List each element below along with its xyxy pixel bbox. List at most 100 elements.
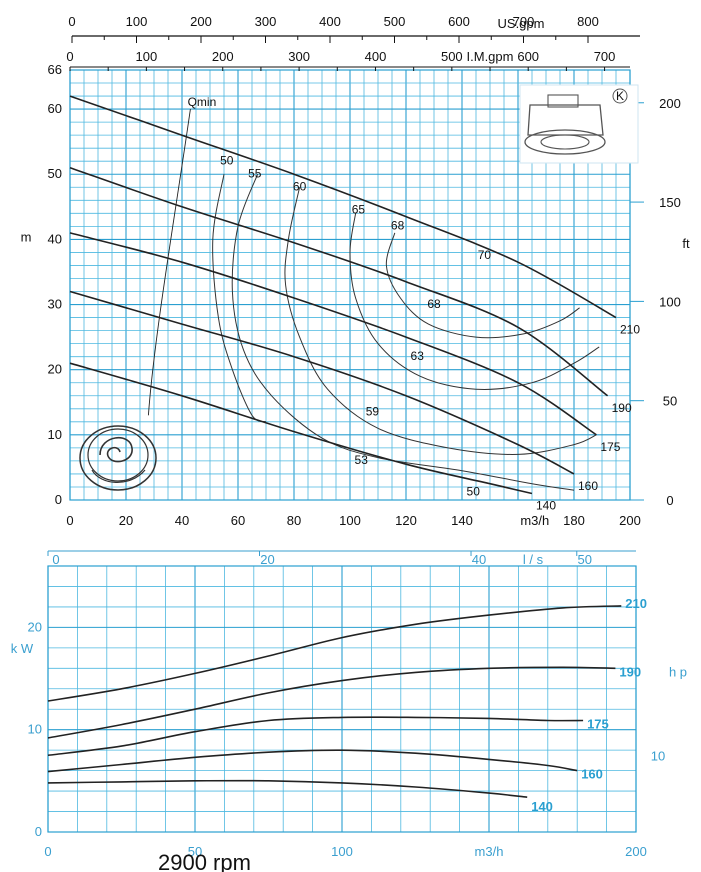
- y-tick-label: 50: [48, 166, 62, 181]
- y-tick-label: 10: [28, 722, 42, 737]
- qmin-leader-line: [147, 109, 191, 416]
- head-curve-140: [69, 362, 533, 495]
- rpm-caption: 2900 rpm: [158, 850, 251, 872]
- y-right-tick-label: 150: [659, 195, 681, 210]
- usgpm-tick-label: 400: [319, 14, 341, 29]
- y-right-tick-label: 100: [659, 294, 681, 309]
- head-curve-210: [69, 95, 617, 319]
- y-tick-label: 20: [28, 619, 42, 634]
- efficiency-label: 65: [352, 202, 366, 216]
- power-curve-190: [47, 666, 616, 739]
- x-tick-label: 100: [339, 513, 361, 528]
- impgpm-tick-label: 100: [136, 49, 158, 64]
- power-curve-140: [47, 779, 528, 798]
- usgpm-axis-label: US.gpm: [498, 16, 545, 31]
- efficiency-label: 50: [467, 484, 481, 498]
- x-tick-label: 40: [175, 513, 189, 528]
- efficiency-label: 53: [355, 453, 369, 467]
- impeller-label: 175: [600, 440, 620, 454]
- power-curve-175: [47, 716, 584, 757]
- head-curve-160: [69, 290, 575, 475]
- efficiency-label: 50: [220, 153, 234, 167]
- pump-icon-motor: K: [519, 84, 639, 164]
- usgpm-tick-label: 800: [577, 14, 599, 29]
- y-right-axis-label: ft: [682, 236, 690, 251]
- impgpm-tick-label: 600: [517, 49, 539, 64]
- efficiency-label: 63: [411, 349, 425, 363]
- x-axis-label: m3/h: [475, 844, 504, 859]
- impeller-label: 140: [531, 799, 553, 814]
- impgpm-tick-label: 400: [365, 49, 387, 64]
- y-right-tick-label: 50: [663, 394, 677, 409]
- efficiency-label: 68: [427, 297, 441, 311]
- plot-frame: [47, 565, 637, 833]
- y-right-tick-label: 10: [651, 749, 665, 764]
- y-tick-label: 66: [48, 62, 62, 77]
- power-curve-210: [47, 605, 622, 702]
- power-curve-160: [47, 749, 578, 773]
- head-curve-190: [69, 166, 609, 397]
- svg-text:K: K: [616, 89, 624, 103]
- x-tick-label: 20: [119, 513, 133, 528]
- x-tick-label: 120: [395, 513, 417, 528]
- impeller-label: 210: [620, 323, 640, 337]
- impgpm-axis-label: I.M.gpm: [467, 49, 514, 64]
- x-tick-label: 100: [331, 844, 353, 859]
- y-tick-label: 0: [55, 492, 62, 507]
- impeller-label: 160: [581, 767, 603, 782]
- impgpm-tick-label: 200: [212, 49, 234, 64]
- efficiency-curve-65: [349, 213, 600, 390]
- efficiency-label: 68: [391, 219, 405, 233]
- x-tick-label: 180: [563, 513, 585, 528]
- ls-tick-label: 50: [578, 552, 592, 567]
- x-tick-label: 50: [188, 844, 202, 859]
- y-tick-label: 20: [48, 362, 62, 377]
- efficiency-curve-60: [284, 187, 597, 455]
- usgpm-tick-label: 100: [126, 14, 148, 29]
- efficiency-curve-50: [212, 174, 267, 423]
- power-chart: 0 20 40 50 l / s 0 50 100 200 m3/h 0 10 20 k W h p 10 21…: [11, 550, 687, 859]
- efficiency-label: 60: [293, 180, 307, 194]
- usgpm-tick-label: 0: [68, 14, 75, 29]
- y-tick-label: 0: [35, 824, 42, 839]
- head-chart: 0 20 40 60 80 100 120 140 180 200 m3/h 0 10 20 30 40 50 6…: [21, 14, 690, 528]
- ls-tick-label: 0: [52, 552, 59, 567]
- x-tick-label: 80: [287, 513, 301, 528]
- ls-tick-label: 20: [260, 552, 274, 567]
- impgpm-tick-label: 0: [66, 49, 73, 64]
- efficiency-label: 55: [248, 167, 262, 181]
- y-tick-label: 40: [48, 231, 62, 246]
- efficiency-curve-55: [231, 174, 575, 491]
- y-right-tick-label: 0: [666, 493, 673, 508]
- y-tick-label: 10: [48, 427, 62, 442]
- usgpm-tick-label: 200: [190, 14, 212, 29]
- x-tick-label: 140: [451, 513, 473, 528]
- y-axis-label: m: [21, 229, 32, 244]
- ls-tick-label: 40: [472, 552, 486, 567]
- plot-frame: [69, 69, 631, 501]
- y-right-axis-label: h p: [669, 664, 687, 679]
- head-curve-175: [69, 232, 597, 436]
- x-axis-label: m3/h: [520, 513, 549, 528]
- usgpm-tick-label: 700: [513, 14, 535, 29]
- y-right-tick-label: 200: [659, 96, 681, 111]
- efficiency-label: 59: [366, 404, 380, 418]
- impgpm-tick-label: 300: [288, 49, 310, 64]
- impeller-label: 175: [587, 716, 609, 731]
- usgpm-tick-label: 600: [448, 14, 470, 29]
- ls-axis-label: l / s: [523, 552, 544, 567]
- y-axis-label: k W: [11, 641, 34, 656]
- impgpm-tick-label: 700: [594, 49, 616, 64]
- impeller-label: 140: [536, 498, 556, 512]
- x-tick-label: 60: [231, 513, 245, 528]
- y-tick-label: 60: [48, 101, 62, 116]
- x-tick-label: 0: [66, 513, 73, 528]
- x-tick-label: 0: [44, 844, 51, 859]
- impeller-label: 160: [578, 479, 598, 493]
- impeller-label: 190: [619, 664, 641, 679]
- qmin-label: Qmin: [188, 95, 217, 109]
- impgpm-tick-label: 500: [441, 49, 463, 64]
- impeller-label: 190: [612, 401, 632, 415]
- pump-icon-volute: [79, 425, 157, 491]
